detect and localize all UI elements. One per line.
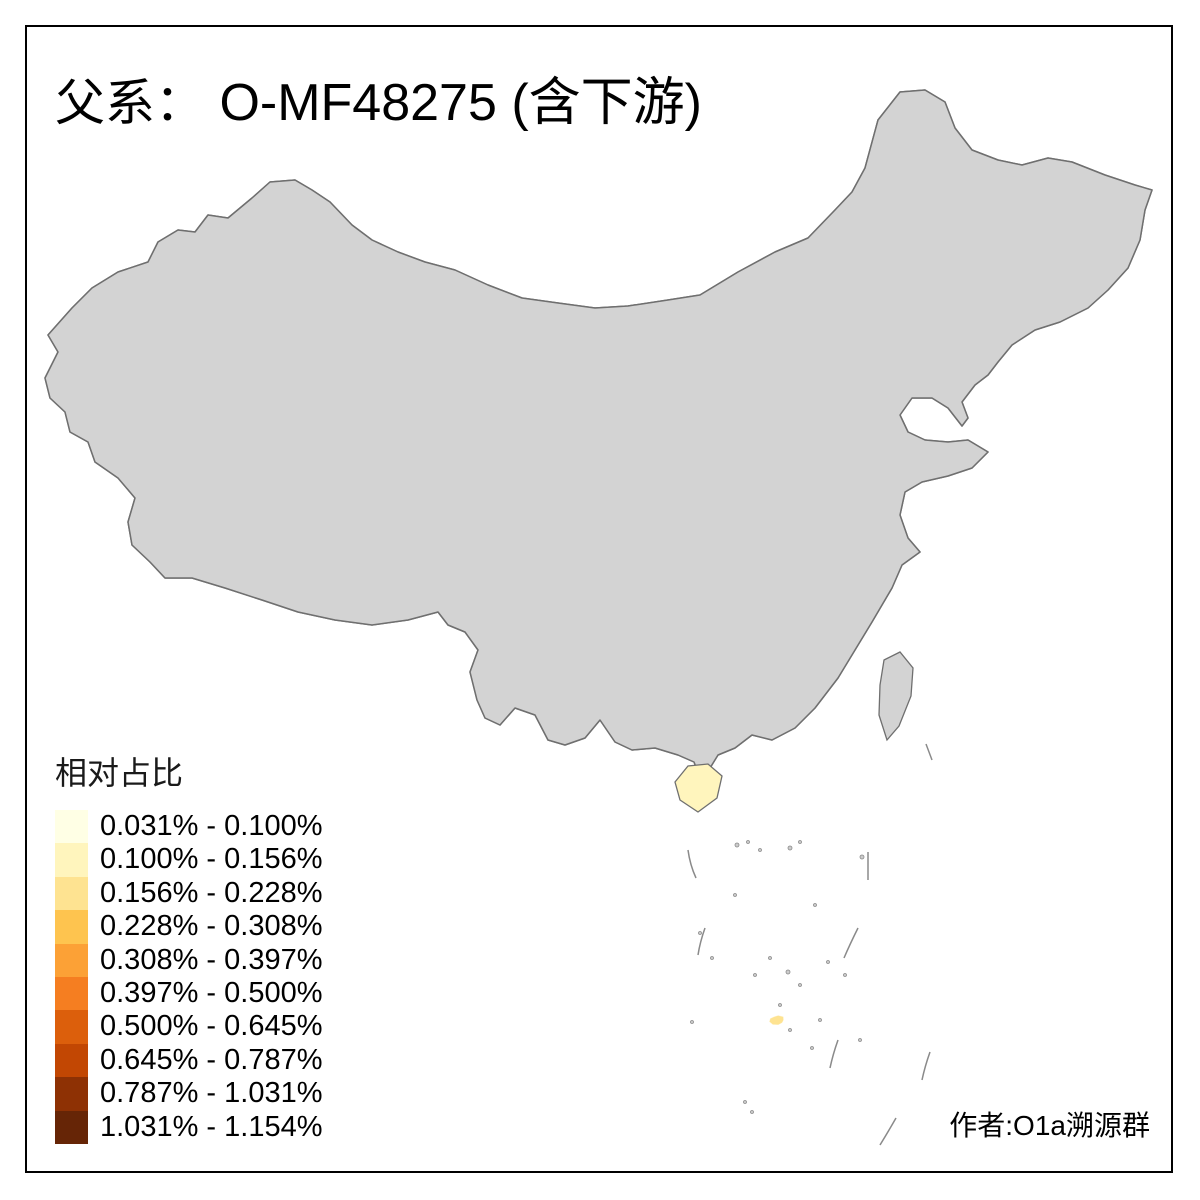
legend-row: 0.156% - 0.228% <box>55 876 323 911</box>
legend-row: 0.787% - 1.031% <box>55 1077 323 1111</box>
legend-label: 0.787% - 1.031% <box>100 1077 323 1110</box>
legend-title: 相对占比 <box>55 755 184 791</box>
legend-swatch <box>55 1043 88 1078</box>
title-main: O-MF48275 (含下游) <box>205 74 702 132</box>
attribution: 作者:O1a溯源群 <box>949 1110 1150 1141</box>
legend-label: 0.397% - 0.500% <box>100 976 323 1009</box>
dash-lines <box>687 743 933 1146</box>
plot-border <box>25 25 1173 1173</box>
legend-label: 0.228% - 0.308% <box>100 910 323 943</box>
page-title: 父系： O-MF48275 (含下游) <box>55 60 702 135</box>
title-prefix: 父系： <box>55 75 205 131</box>
legend-row: 1.031% - 1.154% <box>55 1110 323 1144</box>
legend-label: 0.308% - 0.397% <box>100 943 323 976</box>
legend-swatch <box>55 976 88 1011</box>
legend-label: 0.100% - 0.156% <box>100 843 323 876</box>
legend: 相对占比 0.031% - 0.100% 0.100% - 0.156% 0.156… <box>55 748 322 1144</box>
island-region-layer <box>768 1014 785 1026</box>
legend-swatch <box>55 943 88 977</box>
legend-label: 0.500% - 0.645% <box>100 1010 323 1043</box>
legend-row: 0.308% - 0.397% <box>55 943 323 977</box>
legend-swatch <box>55 1077 88 1111</box>
legend-row: 0.500% - 0.645% <box>55 1010 323 1044</box>
legend-row: 0.397% - 0.500% <box>55 976 323 1011</box>
hainan-island <box>674 763 723 813</box>
legend-swatch <box>55 843 88 877</box>
legend-row: 0.100% - 0.156% <box>55 843 323 877</box>
sea-islets <box>690 840 865 1114</box>
legend-row: 0.645% - 0.787% <box>55 1043 323 1078</box>
legend-swatch <box>55 1010 88 1044</box>
legend-row: 0.031% - 0.100% <box>55 810 323 844</box>
legend-row: 0.228% - 0.308% <box>55 910 323 944</box>
legend-label: 0.645% - 0.787% <box>100 1043 323 1076</box>
legend-label: 0.031% - 0.100% <box>100 810 323 842</box>
legend-label: 1.031% - 1.154% <box>100 1110 323 1143</box>
legend-swatch <box>55 910 88 944</box>
legend-rows: 0.031% - 0.100% 0.100% - 0.156% 0.156% - 0… <box>55 810 322 1144</box>
taiwan-island <box>878 651 914 742</box>
map-region <box>768 1014 785 1026</box>
legend-swatch <box>55 1110 88 1144</box>
legend-swatch <box>55 810 88 844</box>
legend-label: 0.156% - 0.228% <box>100 876 323 909</box>
legend-swatch <box>55 876 88 911</box>
